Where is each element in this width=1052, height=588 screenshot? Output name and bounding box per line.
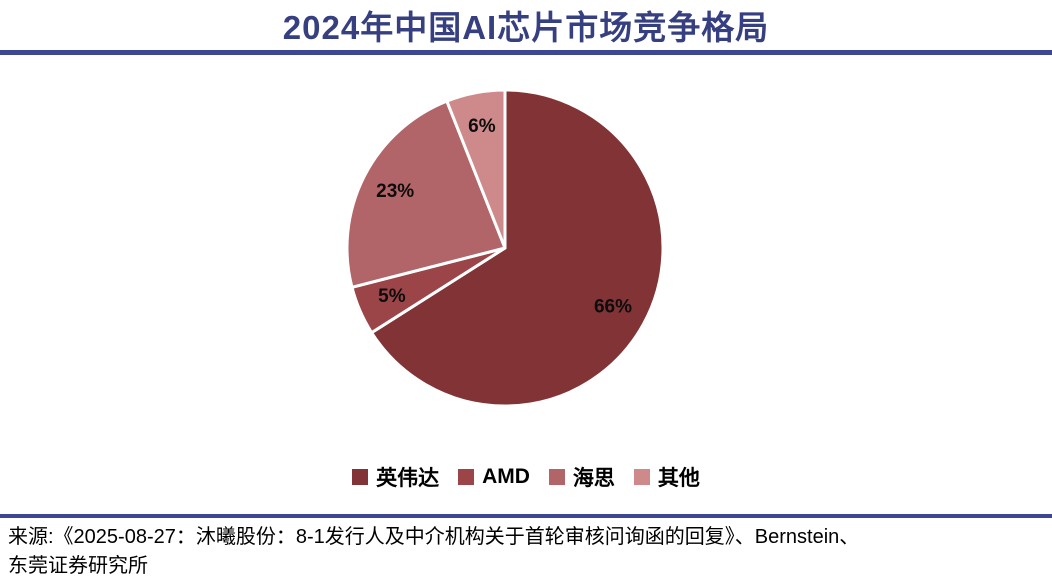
pie-label-hisilicon: 23% [376, 181, 414, 202]
legend-swatch-nvidia [352, 469, 369, 485]
source-line-1: 来源:《2025-08-27：沐曦股份：8-1发行人及中介机构关于首轮审核问询函… [8, 526, 860, 548]
legend-label-other: 其他 [657, 467, 700, 490]
pie-slice-nvidia [370, 88, 665, 408]
legend-swatch-amd [458, 469, 475, 485]
pie-slice-other [445, 88, 507, 250]
legend-swatch-other [633, 469, 650, 485]
legend-label-amd: AMD [482, 465, 530, 488]
legend-item-amd: AMD [458, 465, 530, 489]
pie-slice-hisilicon [345, 99, 507, 289]
source-note: 来源:《2025-08-27：沐曦股份：8-1发行人及中介机构关于首轮审核问询函… [8, 523, 1048, 581]
pie-label-amd: 5% [378, 286, 406, 307]
source-line-2: 东莞证券研究所 [8, 555, 148, 577]
pie-chart: 66% 5% 23% 6% [345, 88, 665, 408]
footer-divider [0, 514, 1052, 518]
legend-label-hisilicon: 海思 [572, 467, 615, 490]
legend-item-hisilicon: 海思 [548, 462, 615, 492]
legend-item-nvidia: 英伟达 [352, 462, 439, 492]
legend-label-nvidia: 英伟达 [376, 467, 440, 490]
legend-item-other: 其他 [633, 462, 700, 492]
pie-label-nvidia: 66% [594, 296, 632, 317]
title-divider [0, 50, 1052, 55]
page-title: 2024年中国AI芯片市场竞争格局 [282, 9, 770, 46]
legend: 英伟达 AMD 海思 其他 [0, 461, 1052, 493]
legend-swatch-hisilicon [548, 469, 565, 485]
pie-label-other: 6% [468, 116, 496, 137]
